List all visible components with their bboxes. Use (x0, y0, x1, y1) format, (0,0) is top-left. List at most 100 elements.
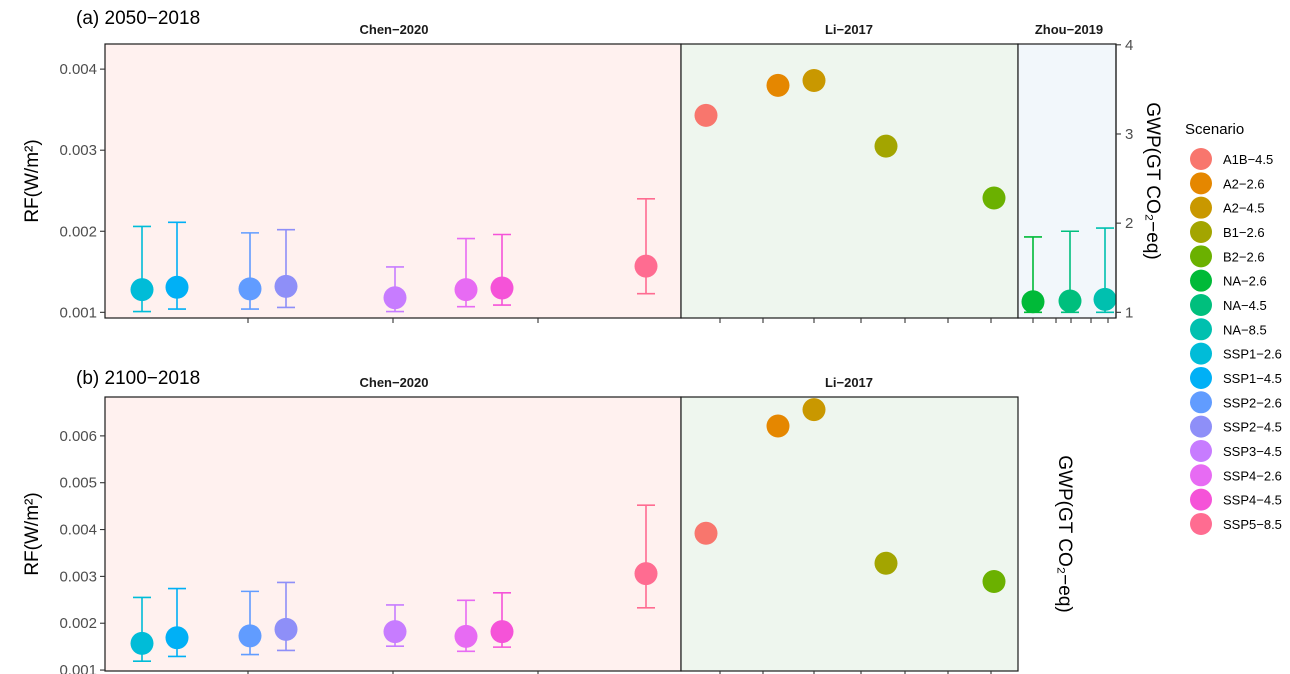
panel-b-strip-chen: Chen−2020 (359, 375, 428, 390)
errorbar-b-ssp5-8-5 (637, 504, 655, 609)
legend: Scenario A1B−4.5 A2−2.6 A2−4.5 B1−2.6 B2−2.6… (1185, 121, 1282, 535)
panel-a-secondary-y-axis-title: GWP(GT CO₂−eq) (1142, 102, 1163, 259)
panel-b-y-axis (100, 435, 105, 671)
point-a-ssp5-8-5 (634, 254, 658, 278)
legend-key-ssp5-8-5 (1190, 512, 1212, 535)
legend-label-na-8-5: NA−8.5 (1223, 322, 1267, 337)
y-tick-label-a-1: 0.002 (59, 223, 97, 240)
point-a-a2-2-6 (766, 73, 790, 97)
point-a-a1b-4-5 (694, 103, 718, 127)
point-a-ssp2-4-5 (274, 274, 298, 298)
secondary-tick-label-2: 3 (1125, 126, 1133, 143)
y-tick-label-a-0: 0.001 (59, 304, 97, 321)
legend-label-ssp4-2-6: SSP4−2.6 (1223, 468, 1282, 483)
legend-key-b2-2-6 (1190, 245, 1212, 268)
point-a-ssp2-2-6 (238, 277, 262, 301)
panel-b-secondary-y-axis-title: GWP(GT CO₂−eq) (1054, 455, 1075, 612)
y-tick-label-b-5: 0.006 (59, 428, 97, 445)
legend-key-na-4-5 (1190, 293, 1212, 316)
point-a-ssp3-4-5 (383, 286, 407, 310)
legend-key-b1-2-6 (1190, 220, 1212, 243)
legend-key-na-2-6 (1190, 269, 1212, 292)
panel-b: (b) 2100−2018 Chen−2020 Li−2017 0.0010.0… (22, 368, 1075, 674)
panel-a-secondary-y-axis: 1 2 3 4 (1116, 37, 1133, 321)
point-a-na-2-6 (1021, 290, 1045, 314)
legend-title: Scenario (1185, 121, 1244, 138)
point-b-a2-2-6 (766, 414, 790, 438)
panel-a-strip-zhou: Zhou−2019 (1035, 22, 1103, 37)
y-tick-label-b-2: 0.003 (59, 568, 97, 585)
point-a-ssp1-2-6 (130, 278, 154, 302)
panel-a-x-axis-ticks (247, 318, 1109, 323)
legend-label-b1-2-6: B1−2.6 (1223, 225, 1265, 240)
y-tick-label-b-4: 0.005 (59, 475, 97, 492)
legend-label-na-2-6: NA−2.6 (1223, 274, 1267, 289)
secondary-tick-label-3: 4 (1125, 37, 1133, 54)
point-a-b2-2-6 (982, 186, 1006, 210)
legend-key-ssp1-2-6 (1190, 342, 1212, 365)
legend-key-ssp4-4-5 (1190, 488, 1212, 511)
legend-label-ssp2-2-6: SSP2−2.6 (1223, 395, 1282, 410)
point-a-na-4-5 (1058, 289, 1082, 313)
secondary-tick-label-0: 1 (1125, 304, 1133, 321)
panel-b-facet-li-background (680, 396, 1019, 672)
panel-a-marks (130, 68, 1117, 314)
panel-b-y-axis-title: RF(W/m²) (22, 492, 43, 575)
legend-key-ssp3-4-5 (1190, 439, 1212, 462)
y-tick-label-a-3: 0.004 (59, 61, 97, 78)
panel-a-title: (a) 2050−2018 (76, 8, 200, 29)
legend-key-na-8-5 (1190, 318, 1212, 341)
legend-label-ssp1-4-5: SSP1−4.5 (1223, 371, 1282, 386)
point-b-b2-2-6 (982, 570, 1006, 594)
legend-label-na-4-5: NA−4.5 (1223, 298, 1267, 313)
legend-label-ssp5-8-5: SSP5−8.5 (1223, 517, 1282, 532)
panel-a-y-axis (100, 68, 105, 313)
point-b-ssp1-2-6 (130, 631, 154, 655)
legend-key-a2-4-5 (1190, 196, 1212, 219)
panel-a-facet-chen-background (104, 43, 682, 319)
panel-b-marks (130, 398, 1006, 662)
legend-label-a2-4-5: A2−4.5 (1223, 201, 1265, 216)
point-b-a2-4-5 (802, 398, 826, 422)
point-a-ssp1-4-5 (165, 275, 189, 299)
panel-a-y-tick-labels: 0.001 0.002 0.003 0.004 (59, 61, 97, 321)
legend-key-a1b-4-5 (1190, 148, 1212, 170)
point-b-ssp1-4-5 (165, 626, 189, 650)
y-tick-label-b-1: 0.002 (59, 615, 97, 632)
y-tick-label-b-0: 0.001 (59, 662, 97, 674)
y-tick-label-a-2: 0.003 (59, 142, 97, 159)
panel-a-y-axis-title: RF(W/m²) (22, 139, 43, 222)
panel-b-y-tick-labels: 0.001 0.002 0.003 0.004 0.005 0.006 (59, 428, 97, 674)
point-b-b1-2-6 (874, 551, 898, 575)
point-b-ssp3-4-5 (383, 620, 407, 644)
legend-label-a1b-4-5: A1B−4.5 (1223, 152, 1273, 167)
point-a-na-8-5 (1093, 287, 1117, 311)
point-b-ssp5-8-5 (634, 562, 658, 586)
panel-a-facet-zhou-background (1017, 43, 1117, 319)
point-b-a1b-4-5 (694, 521, 718, 545)
y-tick-label-b-3: 0.004 (59, 522, 97, 539)
legend-label-ssp4-4-5: SSP4−4.5 (1223, 493, 1282, 508)
secondary-tick-label-1: 2 (1125, 215, 1133, 232)
point-b-ssp4-4-5 (490, 620, 514, 644)
point-a-ssp4-2-6 (454, 278, 478, 302)
point-a-b1-2-6 (874, 134, 898, 158)
legend-label-ssp1-2-6: SSP1−2.6 (1223, 347, 1282, 362)
legend-label-b2-2-6: B2−2.6 (1223, 249, 1265, 264)
errorbar-a-ssp5-8-5 (637, 198, 655, 295)
point-b-ssp2-2-6 (238, 624, 262, 648)
point-a-ssp4-4-5 (490, 276, 514, 300)
panel-a-strip-li: Li−2017 (825, 22, 873, 37)
legend-key-a2-2-6 (1190, 172, 1212, 195)
panel-b-title: (b) 2100−2018 (76, 368, 200, 389)
legend-key-ssp4-2-6 (1190, 464, 1212, 487)
panel-a-strip-chen: Chen−2020 (359, 22, 428, 37)
legend-label-a2-2-6: A2−2.6 (1223, 176, 1265, 191)
legend-label-ssp3-4-5: SSP3−4.5 (1223, 444, 1282, 459)
point-a-a2-4-5 (802, 68, 826, 92)
point-b-ssp4-2-6 (454, 624, 478, 648)
legend-items: A1B−4.5 A2−2.6 A2−4.5 B1−2.6 B2−2.6 NA−2.6 NA−… (1190, 148, 1282, 535)
point-b-ssp2-4-5 (274, 617, 298, 641)
legend-key-ssp1-4-5 (1190, 366, 1212, 389)
